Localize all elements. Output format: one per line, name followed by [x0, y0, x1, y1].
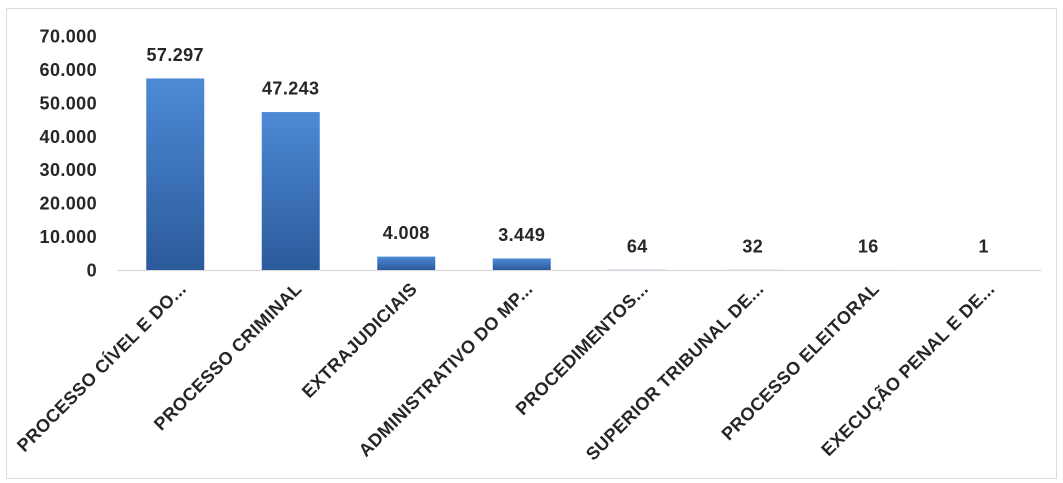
data-labels: 57.297 47.243 4.008 3.449 64 32 16 1	[147, 45, 989, 257]
y-tick-label: 20.000	[40, 194, 97, 214]
data-label: 4.008	[383, 223, 430, 243]
bar-series	[146, 78, 1013, 271]
y-tick-label: 60.000	[40, 60, 97, 80]
data-label: 47.243	[262, 79, 319, 99]
y-tick-label: 10.000	[40, 227, 97, 247]
data-label: 3.449	[498, 225, 545, 245]
bar	[261, 112, 320, 271]
data-label: 1	[979, 236, 989, 256]
y-tick-label: 40.000	[40, 127, 97, 147]
data-label: 64	[627, 236, 648, 256]
data-label: 32	[742, 236, 763, 256]
y-tick-label: 70.000	[40, 27, 97, 47]
y-tick-label: 0	[87, 261, 97, 281]
bar	[377, 256, 436, 270]
y-tick-label: 30.000	[40, 160, 97, 180]
data-label: 16	[858, 236, 879, 256]
data-label: 57.297	[147, 45, 204, 65]
bar	[492, 258, 551, 270]
bar	[146, 78, 205, 270]
y-axis-tick-labels: 0 10.000 20.000 30.000 40.000 50.000 60.000 70.…	[40, 27, 97, 281]
y-tick-label: 50.000	[40, 93, 97, 113]
